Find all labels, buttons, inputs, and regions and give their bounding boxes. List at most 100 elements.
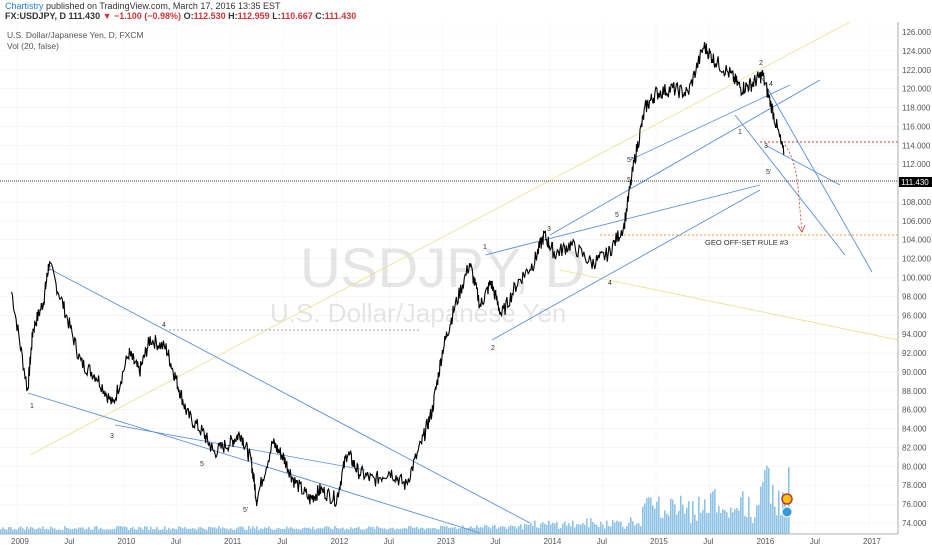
volume-bar xyxy=(20,526,22,534)
volume-bar xyxy=(172,528,174,534)
volume-bar xyxy=(492,525,494,534)
volume-bar xyxy=(722,509,724,534)
volume-bar xyxy=(780,515,782,534)
volume-bar xyxy=(268,526,270,534)
volume-bar xyxy=(480,527,482,534)
volume-bar xyxy=(596,524,598,534)
volume-bar xyxy=(772,484,774,534)
volume-bar xyxy=(140,527,142,534)
volume-bar xyxy=(206,529,208,534)
volume-bar xyxy=(396,528,398,534)
event-icon-2[interactable] xyxy=(781,506,793,518)
volume-bar xyxy=(510,525,512,534)
y-tick-label: 82.000 xyxy=(902,443,927,452)
volume-bar xyxy=(418,528,420,534)
y-tick-label: 118.000 xyxy=(902,104,931,113)
x-tick-label: Jul xyxy=(703,537,713,546)
volume-bar xyxy=(282,528,284,534)
price-change: ▼ −1.100 (−0.98%) xyxy=(102,11,182,21)
volume-bar xyxy=(632,521,634,534)
volume-bar xyxy=(40,528,42,534)
volume-bar xyxy=(302,528,304,534)
channel-down-2 xyxy=(759,74,873,273)
volume-bar xyxy=(412,527,414,534)
x-tick-label: 2014 xyxy=(544,537,562,546)
volume-bar xyxy=(326,526,328,534)
volume-bar xyxy=(76,528,78,534)
x-tick-label: 2012 xyxy=(331,537,349,546)
volume-bar xyxy=(114,528,116,534)
volume-bar xyxy=(160,529,162,534)
open-label: O: xyxy=(183,11,194,21)
volume-legend: Vol (20, false) xyxy=(7,41,59,51)
volume-bar xyxy=(42,526,44,534)
volume-bar xyxy=(732,512,734,534)
volume-bar xyxy=(454,526,456,534)
volume-bar xyxy=(382,528,384,534)
volume-bar xyxy=(102,529,104,534)
volume-bar xyxy=(352,528,354,534)
price-chart[interactable]: USDJPY, D U.S. Dollar/Japanese Yen GEO O… xyxy=(0,22,932,550)
volume-bar xyxy=(698,496,700,534)
volume-bar xyxy=(544,523,546,534)
x-tick-label: 2009 xyxy=(11,537,29,546)
volume-bar xyxy=(736,508,738,534)
volume-bar xyxy=(506,529,508,534)
volume-bar xyxy=(310,529,312,534)
volume-bar xyxy=(258,529,260,534)
volume-bar xyxy=(330,528,332,534)
volume-bar xyxy=(484,524,486,534)
volume-bar xyxy=(738,510,740,534)
y-tick-label: 76.000 xyxy=(902,500,927,509)
x-tick-label: Jul xyxy=(171,537,181,546)
volume-bar xyxy=(358,526,360,534)
x-tick-label: Jul xyxy=(384,537,394,546)
volume-bar xyxy=(86,528,88,534)
volume-bar xyxy=(180,527,182,534)
y-tick-label: 126.000 xyxy=(902,28,931,37)
volume-bar xyxy=(394,529,396,534)
y-tick-label: 116.000 xyxy=(902,122,931,131)
volume-bar xyxy=(38,527,40,534)
volume-bar xyxy=(490,528,492,534)
volume-bar xyxy=(96,526,98,534)
volume-bar xyxy=(292,528,294,534)
volume-bar xyxy=(110,529,112,534)
volume-bar xyxy=(608,526,610,534)
close-value: 111.430 xyxy=(324,11,357,21)
volume-bar xyxy=(410,526,412,534)
volume-bar xyxy=(236,528,238,534)
volume-bar xyxy=(750,516,752,534)
volume-bar xyxy=(362,529,364,534)
volume-bar xyxy=(62,529,64,534)
volume-bar xyxy=(342,527,344,534)
volume-bar xyxy=(580,524,582,534)
event-icon[interactable] xyxy=(781,493,793,505)
volume-bar xyxy=(720,512,722,534)
svg-text:1: 1 xyxy=(30,403,34,410)
author-link[interactable]: Chartistry xyxy=(5,1,44,11)
annotations: GEO OFF-SET RULE #3 1 2 3 4 5 5' 1 2 3 4… xyxy=(0,22,899,534)
volume-bar xyxy=(384,528,386,534)
volume-bar xyxy=(378,527,380,534)
x-tick-label: Jul xyxy=(277,537,287,546)
volume-bar xyxy=(106,529,108,534)
volume-bar xyxy=(118,526,120,534)
volume-bar xyxy=(230,528,232,534)
volume-bar xyxy=(710,493,712,534)
volume-bar xyxy=(628,522,630,534)
volume-bar xyxy=(194,528,196,534)
volume-bar xyxy=(324,526,326,534)
price-line xyxy=(11,41,785,507)
x-tick-label: 2011 xyxy=(224,537,242,546)
volume-bar xyxy=(622,526,624,534)
volume-bar xyxy=(344,529,346,534)
volume-bar xyxy=(52,528,54,534)
volume-bar xyxy=(336,528,338,534)
volume-bar xyxy=(532,525,534,534)
volume-bar xyxy=(494,524,496,534)
projection-arrow xyxy=(784,144,803,231)
volume-bar xyxy=(46,528,48,534)
volume-bar xyxy=(348,529,350,534)
volume-bar xyxy=(644,503,646,534)
